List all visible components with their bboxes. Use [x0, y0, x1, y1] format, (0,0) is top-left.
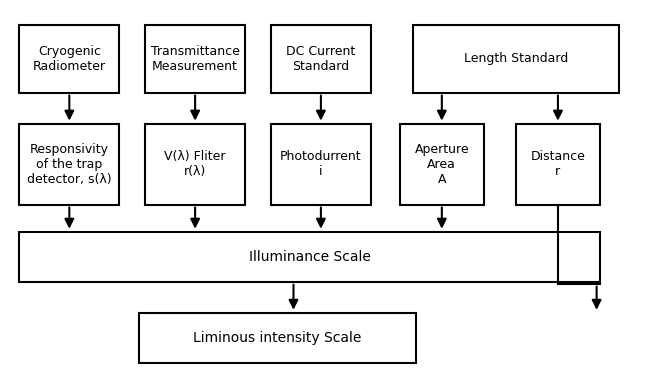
Bar — [271, 25, 371, 93]
Text: Aperture
Area
A: Aperture Area A — [415, 142, 469, 186]
Bar — [145, 124, 245, 205]
Text: Transmittance
Measurement: Transmittance Measurement — [151, 45, 239, 73]
Bar — [413, 25, 619, 93]
Text: Distance
r: Distance r — [530, 150, 586, 178]
Text: Photodurrent
i: Photodurrent i — [280, 150, 362, 178]
Bar — [19, 232, 600, 282]
Text: Liminous intensity Scale: Liminous intensity Scale — [193, 331, 362, 345]
Bar — [271, 124, 371, 205]
Text: DC Current
Standard: DC Current Standard — [286, 45, 355, 73]
Text: Cryogenic
Radiometer: Cryogenic Radiometer — [33, 45, 106, 73]
Text: V(λ) Fliter
r(λ): V(λ) Fliter r(λ) — [164, 150, 226, 178]
Bar — [139, 313, 416, 363]
Bar — [516, 124, 600, 205]
Bar — [145, 25, 245, 93]
Text: Length Standard: Length Standard — [464, 52, 568, 65]
Bar — [19, 124, 119, 205]
Text: Illuminance Scale: Illuminance Scale — [249, 250, 370, 264]
Text: Responsivity
of the trap
detector, s(λ): Responsivity of the trap detector, s(λ) — [27, 142, 112, 186]
Bar — [400, 124, 484, 205]
Bar — [19, 25, 119, 93]
